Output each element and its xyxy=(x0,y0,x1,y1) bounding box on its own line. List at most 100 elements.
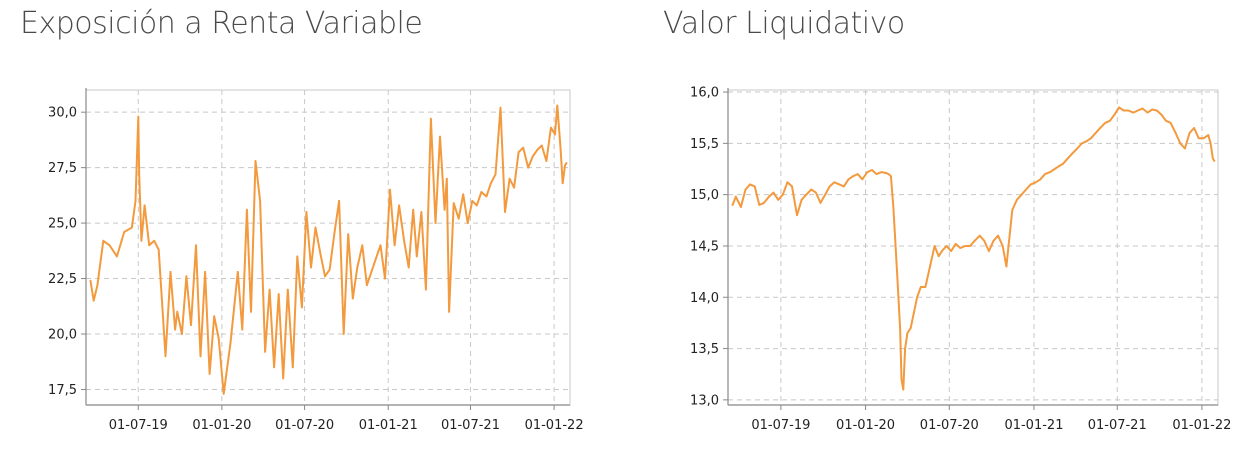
data-point xyxy=(969,245,971,247)
data-point xyxy=(744,188,747,191)
data-point xyxy=(264,350,266,353)
data-point xyxy=(504,211,506,213)
data-point xyxy=(838,183,841,186)
y-tick-label: 15,0 xyxy=(690,188,719,203)
data-point xyxy=(1104,121,1107,124)
data-point xyxy=(1207,134,1210,137)
data-point xyxy=(1165,119,1167,122)
data-point xyxy=(222,393,225,395)
data-point xyxy=(443,208,446,211)
data-point xyxy=(929,265,931,268)
nav-title: Valor Liquidativo xyxy=(663,6,905,41)
data-point xyxy=(475,204,478,207)
data-point xyxy=(964,245,967,247)
x-tick-label: 01-01-21 xyxy=(359,418,418,433)
data-point xyxy=(1202,137,1205,140)
y-tick-label: 15,5 xyxy=(690,137,719,152)
data-point xyxy=(828,185,831,188)
data-point xyxy=(824,193,826,196)
data-point xyxy=(157,248,160,251)
data-point xyxy=(1005,265,1008,268)
data-point xyxy=(885,172,888,175)
data-point xyxy=(181,333,183,335)
nav-chart: 13,0 13,5 14,0 14,5 15,0 15,5 16,0 01-07-19 01-0… xyxy=(690,86,1231,433)
data-point xyxy=(513,186,515,189)
equity-exposure-chart: 17,5 20,0 22,5 25,0 27,5 30,0 01-07-19 01-01-20… xyxy=(48,88,584,433)
data-point xyxy=(204,271,207,273)
data-point xyxy=(319,253,322,256)
data-point xyxy=(439,135,441,138)
data-point xyxy=(457,217,460,220)
data-point xyxy=(564,164,566,167)
data-point xyxy=(268,288,271,291)
data-point xyxy=(896,275,899,278)
y-tick-label: 13,5 xyxy=(690,342,719,357)
data-point xyxy=(1053,168,1056,170)
y-tick-label: 25,0 xyxy=(48,217,77,232)
data-point xyxy=(517,151,520,154)
data-point xyxy=(937,255,940,258)
data-point xyxy=(866,171,869,174)
x-tick-label: 01-07-21 xyxy=(441,418,500,433)
data-point xyxy=(412,208,415,211)
data-point xyxy=(259,200,261,202)
data-point xyxy=(992,239,995,242)
data-point xyxy=(102,239,105,242)
data-point xyxy=(1008,234,1011,237)
data-point xyxy=(199,355,202,358)
data-point xyxy=(123,231,126,233)
data-point xyxy=(1193,127,1195,129)
data-point xyxy=(763,202,765,204)
data-point xyxy=(1160,113,1163,116)
data-point xyxy=(466,222,469,225)
x-tick-label: 01-07-19 xyxy=(109,418,168,433)
data-point xyxy=(143,204,146,207)
data-point xyxy=(1179,142,1182,145)
data-point xyxy=(393,244,396,247)
data-point xyxy=(805,193,808,196)
data-point xyxy=(913,311,915,314)
data-point xyxy=(852,175,854,178)
data-point xyxy=(229,342,232,344)
y-tick-label: 27,5 xyxy=(48,161,77,176)
data-point xyxy=(471,200,474,202)
data-point xyxy=(749,183,751,186)
data-point xyxy=(1151,108,1154,111)
data-point xyxy=(1146,111,1149,114)
y-tick-label: 22,5 xyxy=(48,272,77,287)
data-point xyxy=(899,327,901,329)
data-point xyxy=(997,234,999,237)
data-point xyxy=(540,144,543,147)
data-point xyxy=(959,247,962,249)
y-tick-label: 17,5 xyxy=(48,383,77,398)
data-point xyxy=(810,188,813,191)
data-point xyxy=(1058,165,1061,167)
data-point xyxy=(1212,157,1214,160)
data-point xyxy=(1099,127,1102,129)
data-point xyxy=(134,200,137,202)
data-point xyxy=(282,377,285,380)
data-point xyxy=(1209,142,1212,145)
data-point xyxy=(919,286,922,288)
data-point xyxy=(485,195,488,198)
x-tick-label: 01-07-19 xyxy=(751,418,810,433)
data-point xyxy=(92,299,95,302)
data-point xyxy=(1080,142,1083,145)
data-point xyxy=(366,284,368,287)
data-point xyxy=(1011,209,1014,211)
data-point xyxy=(1062,163,1064,165)
data-point xyxy=(328,268,331,271)
data-point xyxy=(536,149,539,151)
nav-panel: Valor Liquidativo 13,0 13,5 14,0 14,5 15,0 15… xyxy=(623,0,1246,453)
data-point xyxy=(800,198,803,201)
data-point xyxy=(1213,159,1216,162)
data-point xyxy=(301,306,303,309)
data-point xyxy=(1141,107,1144,110)
data-point xyxy=(425,288,427,291)
data-point xyxy=(342,333,345,335)
data-point xyxy=(379,244,382,247)
data-point xyxy=(241,328,244,331)
data-point xyxy=(1001,245,1004,247)
data-point xyxy=(902,388,905,391)
data-point xyxy=(490,182,492,185)
